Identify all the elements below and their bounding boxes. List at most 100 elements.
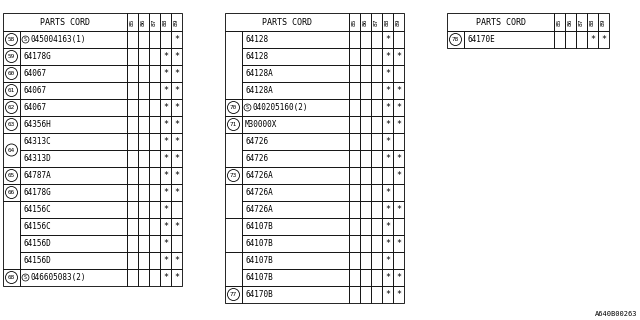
- Bar: [138, 99, 149, 116]
- Bar: [127, 150, 138, 167]
- Text: *: *: [590, 35, 595, 44]
- Bar: [3, 269, 20, 286]
- Bar: [587, 31, 598, 48]
- Bar: [138, 235, 149, 252]
- Circle shape: [227, 118, 239, 131]
- Text: 64787A: 64787A: [23, 171, 51, 180]
- Text: A640B00263: A640B00263: [595, 311, 637, 317]
- Bar: [127, 252, 138, 269]
- Bar: [225, 252, 242, 286]
- Text: 62: 62: [8, 105, 15, 110]
- Bar: [360, 82, 371, 99]
- Bar: [160, 269, 171, 286]
- Bar: [393, 82, 404, 99]
- Text: *: *: [396, 154, 401, 163]
- Text: *: *: [163, 205, 168, 214]
- Circle shape: [6, 34, 17, 45]
- Bar: [349, 150, 360, 167]
- Circle shape: [6, 170, 17, 181]
- Text: 64726A: 64726A: [245, 171, 273, 180]
- Circle shape: [6, 101, 17, 114]
- Text: 68: 68: [8, 275, 15, 280]
- Bar: [371, 201, 382, 218]
- Bar: [393, 13, 404, 31]
- Text: 64726A: 64726A: [245, 188, 273, 197]
- Bar: [127, 184, 138, 201]
- Bar: [242, 235, 349, 252]
- Bar: [171, 13, 182, 31]
- Text: 73: 73: [230, 173, 237, 178]
- Bar: [360, 184, 371, 201]
- Bar: [349, 184, 360, 201]
- Bar: [127, 235, 138, 252]
- Circle shape: [449, 34, 461, 45]
- Bar: [171, 269, 182, 286]
- Bar: [171, 184, 182, 201]
- Text: 70: 70: [230, 105, 237, 110]
- Bar: [371, 133, 382, 150]
- Bar: [360, 218, 371, 235]
- Bar: [393, 269, 404, 286]
- Circle shape: [6, 118, 17, 131]
- Bar: [447, 13, 554, 31]
- Text: *: *: [163, 69, 168, 78]
- Bar: [349, 218, 360, 235]
- Bar: [242, 31, 349, 48]
- Bar: [20, 65, 127, 82]
- Text: *: *: [385, 69, 390, 78]
- Bar: [3, 65, 20, 82]
- Bar: [160, 99, 171, 116]
- Circle shape: [22, 36, 29, 43]
- Text: 64107B: 64107B: [245, 239, 273, 248]
- Text: *: *: [396, 86, 401, 95]
- Bar: [393, 65, 404, 82]
- Bar: [149, 116, 160, 133]
- Bar: [382, 235, 393, 252]
- Text: 64107B: 64107B: [245, 256, 273, 265]
- Bar: [371, 13, 382, 31]
- Bar: [171, 99, 182, 116]
- Text: *: *: [385, 290, 390, 299]
- Text: 64107B: 64107B: [245, 273, 273, 282]
- Bar: [3, 133, 20, 167]
- Bar: [360, 269, 371, 286]
- Bar: [20, 31, 127, 48]
- Bar: [149, 201, 160, 218]
- Text: 64156D: 64156D: [23, 239, 51, 248]
- Text: 64156C: 64156C: [23, 222, 51, 231]
- Bar: [149, 48, 160, 65]
- Bar: [360, 201, 371, 218]
- Bar: [360, 235, 371, 252]
- Bar: [149, 150, 160, 167]
- Text: PARTS CORD: PARTS CORD: [40, 18, 90, 27]
- Bar: [20, 201, 127, 218]
- Bar: [371, 218, 382, 235]
- Circle shape: [227, 170, 239, 181]
- Bar: [20, 184, 127, 201]
- Text: *: *: [396, 239, 401, 248]
- Bar: [138, 48, 149, 65]
- Bar: [242, 218, 349, 235]
- Text: 64: 64: [8, 148, 15, 153]
- Bar: [554, 13, 565, 31]
- Text: 60: 60: [8, 71, 15, 76]
- Bar: [349, 167, 360, 184]
- Bar: [598, 13, 609, 31]
- Bar: [171, 218, 182, 235]
- Bar: [382, 116, 393, 133]
- Text: 64156C: 64156C: [23, 205, 51, 214]
- Bar: [127, 201, 138, 218]
- Bar: [127, 167, 138, 184]
- Bar: [371, 116, 382, 133]
- Text: *: *: [163, 188, 168, 197]
- Bar: [360, 13, 371, 31]
- Bar: [393, 99, 404, 116]
- Bar: [20, 167, 127, 184]
- Bar: [349, 99, 360, 116]
- Bar: [138, 13, 149, 31]
- Bar: [149, 184, 160, 201]
- Text: *: *: [174, 86, 179, 95]
- Bar: [127, 218, 138, 235]
- Bar: [160, 167, 171, 184]
- Bar: [127, 48, 138, 65]
